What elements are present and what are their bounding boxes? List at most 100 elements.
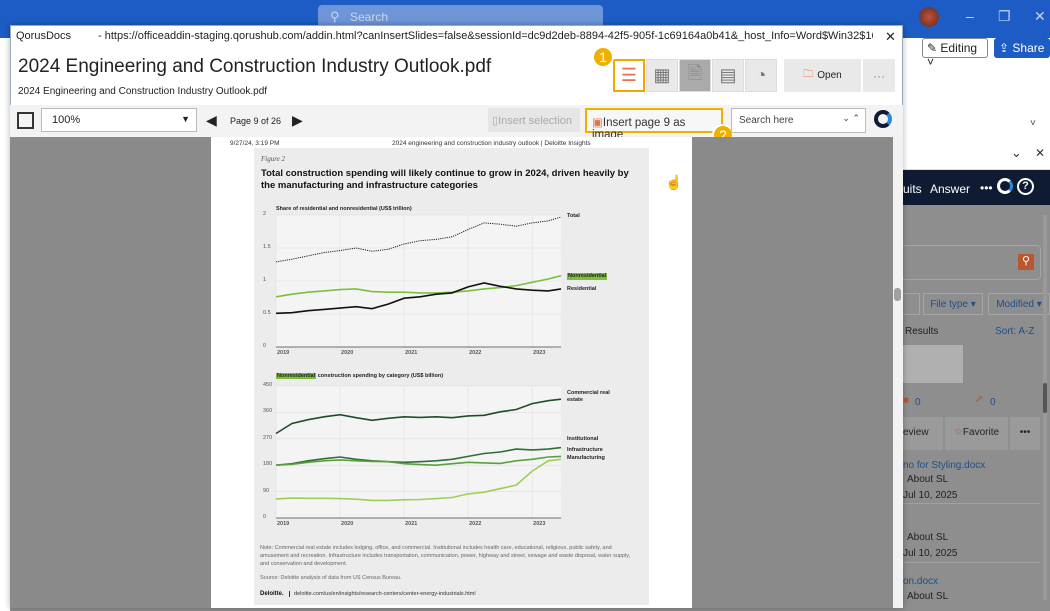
click-count: 0 [990,397,996,408]
folder-icon: 🗀 [803,69,814,80]
document-view-button[interactable]: ☰ [613,59,645,92]
sidebar-toggle-icon[interactable] [17,112,34,129]
filter-filetype[interactable]: File type ▾ [923,293,983,315]
figure-label: Figure 2 [261,155,286,163]
more-button[interactable]: ··· [863,59,895,92]
x-tick-label: 2023 [533,521,546,527]
y-tick-label: 1.5 [263,244,271,250]
qorus-logo-icon [874,110,892,128]
refresh-icon[interactable] [997,178,1013,194]
pdf-search-input[interactable]: Search here ⌄ ⌃ [731,108,866,133]
previous-page-button[interactable]: ◀ [206,112,217,128]
result-meta: About SL [907,532,949,543]
share-label: Share [1012,41,1045,55]
dialog-url: - https://officeaddin-staging.qorushub.c… [98,30,873,42]
chevron-down-icon[interactable]: ⌄ [1011,145,1022,160]
y-tick-label: 90 [263,487,270,494]
modified-label: Modified [996,299,1034,310]
pdf-header-title: 2024 engineering and construction indust… [392,140,591,147]
x-tick-label: 2021 [405,350,418,356]
more-actions-button[interactable]: ••• [1010,417,1040,450]
share-button[interactable]: ⇪ Share [994,38,1050,58]
y-tick-label: 0.5 [263,310,271,316]
divider [903,562,1040,563]
result-title[interactable]: no for Styling.docx [903,460,986,471]
result-title[interactable]: on.docx [903,576,939,587]
restore-button[interactable]: ❐ [998,8,1011,24]
insert-selection-label: Insert selection [498,115,573,127]
minimize-button[interactable]: – [966,8,974,24]
result-date: Jul 10, 2025 [903,490,958,501]
document-view-icon: ☰ [620,65,638,85]
caret-down-icon: ▼ [181,114,190,124]
x-tick-label: 2022 [469,521,482,527]
search-placeholder: Search [350,10,389,24]
y-tick-label: 0 [263,514,267,520]
next-page-button[interactable]: ▶ [292,112,303,128]
figure-title: Total construction spending will likely … [261,168,629,191]
avatar[interactable] [919,7,939,27]
filter-button[interactable] [903,293,920,315]
series-label: Residential [567,286,597,292]
zoom-select[interactable]: 100% ▼ [41,108,197,132]
close-pane-icon[interactable]: ✕ [1035,146,1046,160]
tab-answer[interactable]: Answer [930,182,971,196]
chart2-title-highlight: Nonresidential [276,373,317,379]
chart2-title: construction spending by category (US$ b… [317,373,444,379]
x-tick-label: 2019 [277,350,290,356]
insert-page-as-image-button[interactable]: ▣Insert page 9 as image [585,108,723,141]
viewer-scrollbar[interactable] [893,137,903,608]
y-tick-label: 360 [263,408,273,415]
preview-button[interactable]: eview [903,417,943,450]
x-tick-label: 2022 [469,350,482,356]
open-button[interactable]: 🗀 Open [784,59,861,92]
more-tabs-icon[interactable]: ••• [980,181,993,195]
file-details-icon: 🗎 [687,62,703,83]
click-icon: ➚ [975,394,984,405]
table-view-icon: ▤ [719,65,737,85]
y-tick-label: 1 [263,277,267,283]
y-tick-label: 450 [263,382,273,388]
series-label: Infrastructure [567,447,603,453]
page-info: Page 9 of 26 [230,116,282,126]
series-label: Total [567,213,580,219]
x-tick-label: 2021 [405,521,418,527]
results-label: Results [905,326,939,337]
filter-modified[interactable]: Modified ▾ [988,293,1050,315]
search-nav-icons[interactable]: ⌄ ⌃ [842,113,860,123]
series-label: Manufacturing [567,455,605,461]
file-details-button[interactable]: 🗎 [679,59,711,92]
comment-count: 0 [915,397,921,408]
help-icon[interactable]: ? [1017,178,1034,195]
insert-selection-button[interactable]: ▯Insert selection [488,108,580,132]
chart1-title: Share of residential and nonresidential … [276,206,412,212]
results-panel: ⚲ File type ▾ Modified ▾ Results Sort: A… [903,205,1050,611]
tab-results[interactable]: uits [903,182,922,196]
viewer-scroll-thumb[interactable] [894,288,901,301]
close-word-button[interactable]: ✕ [1034,8,1046,24]
results-scroll-thumb[interactable] [1043,383,1047,413]
result-thumbnail[interactable] [903,345,963,383]
search-icon: ⚲ [330,9,340,24]
task-pane-header: ⌄ ✕ [903,140,1050,170]
dashboard-button[interactable]: ◔ [745,59,777,92]
zoom-value: 100% [52,114,81,126]
document-title: 2024 Engineering and Construction Indust… [18,56,492,77]
search-box[interactable] [903,245,1041,280]
sort-button[interactable]: Sort: A-Z [995,326,1035,337]
favorite-button[interactable]: ☆Favorite [945,417,1008,450]
document-subtitle: 2024 Engineering and Construction Indust… [18,86,268,97]
comment-icon: ■ [903,395,910,406]
table-view-button[interactable]: ▤ [712,59,744,92]
grid-view-button[interactable]: ▦ [646,59,678,92]
hand-cursor-icon: ☝ [665,174,683,190]
search-icon[interactable]: ⚲ [1018,254,1034,270]
editing-mode-button[interactable]: ✎ Editing ˅ [922,38,988,69]
close-dialog-button[interactable]: ✕ [885,29,896,44]
dialog-title-bar: QorusDocs - https://officeaddin-staging.… [10,25,903,47]
open-label: Open [817,70,842,81]
image-icon: ▣ [592,117,603,129]
ribbon-collapse-icon[interactable]: ˅ [1030,118,1036,129]
series-label: Commercial real estate [567,390,610,403]
deloitte-link[interactable]: deloitte.com/us/en/insights/research-cen… [289,591,476,597]
